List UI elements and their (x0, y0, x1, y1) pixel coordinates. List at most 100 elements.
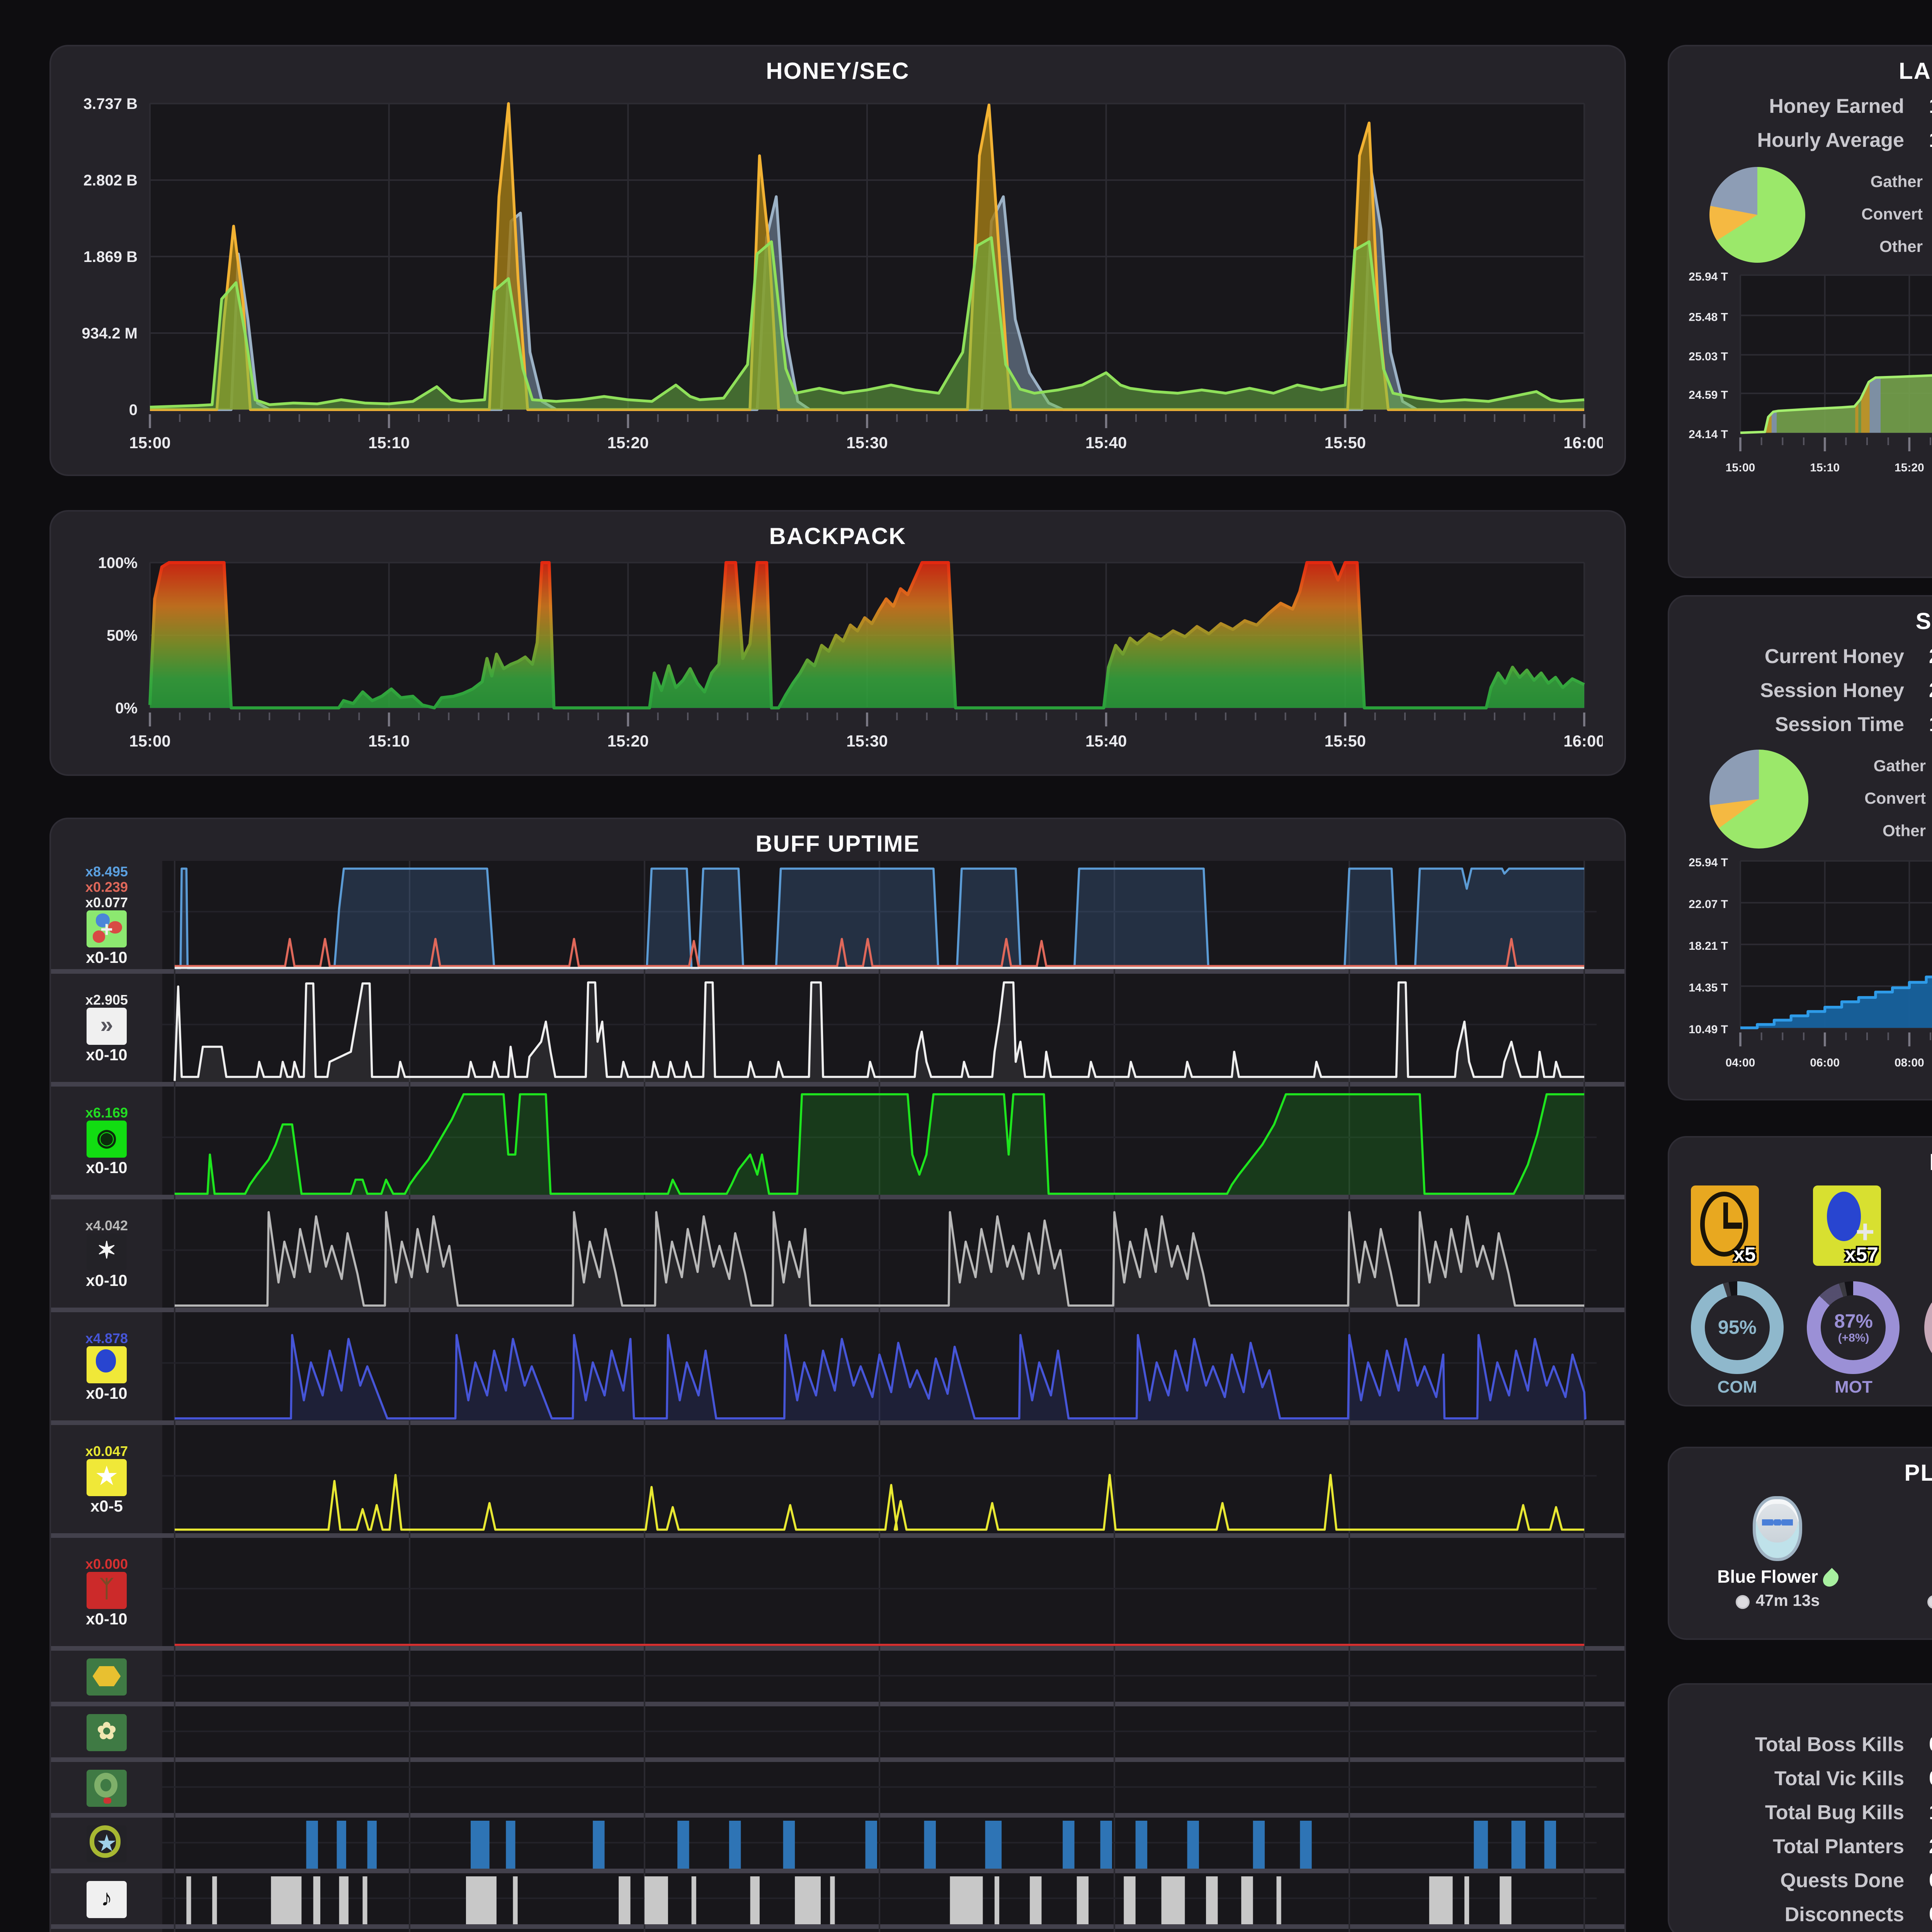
buff-count-badge: x5 (1733, 1243, 1756, 1266)
focus-icon: ◉ (87, 1120, 127, 1157)
buff-row-bear-morph: ᴥ (51, 1929, 1624, 1932)
star-icon: ★ (87, 1458, 127, 1495)
buff-multiplier-label: x0.047 (85, 1443, 128, 1458)
session-panel: SESSION Current Honey 25.94 T Session Hone… (1668, 595, 1932, 1100)
planter-name: Blue Flower (1717, 1569, 1818, 1587)
mixed-boost-icon-column: x8.495 x0.239 x0.077 + x0-10 (51, 861, 162, 969)
activity-pie-chart (1709, 750, 1808, 849)
bear-morph-icon-column: ᴥ (51, 1929, 162, 1932)
mixed-boost-icon: + (87, 910, 127, 947)
haste-icon-column: x2.905» x0-10 (51, 974, 162, 1082)
stat-row: Total Bug Kills175▲ 12 (1669, 1794, 1932, 1828)
stat-value: 0 (1929, 1868, 1932, 1891)
blue-boost-icon (87, 1345, 127, 1383)
focus-icon-column: x6.169 ◉ x0-10 (51, 1087, 162, 1195)
blue-boost-icon-column: x4.878 x0-10 (51, 1312, 162, 1420)
planters-panel: PLANTERS Blue Flower 47m 13s ▲▲Rose47m 13s… (1668, 1447, 1932, 1640)
svg-text:18.21 T: 18.21 T (1689, 940, 1728, 952)
svg-text:04:00: 04:00 (1726, 1056, 1755, 1069)
svg-text:0: 0 (129, 401, 138, 418)
honey-flag-icon (87, 1658, 127, 1695)
stopwatch-icon (1928, 1594, 1932, 1608)
session-pie-block: Gather12:03:1265% Convert01:34:118% Other0… (1669, 740, 1932, 852)
svg-text:934.2 M: 934.2 M (82, 325, 138, 342)
pop-star-icon: ✶ (87, 1233, 127, 1270)
stat-label: Total Boss Kills (1755, 1732, 1904, 1755)
buff-row-honey-flag (51, 1651, 1624, 1706)
buff-row-haste: x2.905» x0-10 (51, 974, 1624, 1087)
pie-legend: Gather12:03:1265% Convert01:34:118% Other0… (1830, 750, 1932, 848)
backpack-panel: BACKPACK 0% 50% 100% 15:00 15:10 15:20 15:30 15… (49, 510, 1626, 776)
star-badge-icon-column: ★ (51, 1818, 162, 1869)
melody-icon-column: ♪ (51, 1873, 162, 1924)
buff-row-star-badge: ★ (51, 1818, 1624, 1873)
svg-text:15:40: 15:40 (1085, 434, 1127, 452)
stat-label: Quests Done (1780, 1868, 1904, 1891)
activity-pie-chart (1709, 166, 1805, 262)
flower-flag-icon-column: ✿ (51, 1706, 162, 1757)
wreath-uptime-plot (162, 1762, 1624, 1818)
stat-value: 0 (1929, 1902, 1932, 1925)
svg-text:15:00: 15:00 (129, 732, 170, 750)
stat-row: Hourly Average1.284 T(+3%) (1669, 122, 1932, 156)
buff-range-label: x0-10 (86, 1046, 128, 1064)
legend-row-gather: Gather00:39:5366% (1870, 172, 1923, 191)
svg-text:15:20: 15:20 (1895, 461, 1924, 474)
buffs-panel: BUFFS x5+x57x6.00≈x0x2 95%COM87%(+8%)MOT… (1668, 1136, 1932, 1406)
gauge-com: 95% COM (1688, 1281, 1787, 1397)
buff-multiplier-label: x6.169 (85, 1104, 128, 1120)
svg-text:25.03 T: 25.03 T (1689, 350, 1728, 363)
wreath-icon-column (51, 1762, 162, 1813)
stat-value: 18:34:24 (1929, 712, 1932, 735)
melody-icon: ♪ (87, 1880, 127, 1917)
stat-value: 175 (1929, 1800, 1932, 1823)
legend-row-convert: Convert01:34:118% (1864, 790, 1926, 808)
session-title: SESSION (1915, 609, 1932, 635)
stats-title: STATS (1669, 1697, 1932, 1723)
buff-multiplier-label: x0.000 (85, 1556, 128, 1571)
buff-row-focus: x6.169 ◉ x0-10 (51, 1087, 1624, 1199)
buff-count-badge: x57 (1845, 1243, 1878, 1266)
planter-timer: 47m 13s (1755, 1592, 1820, 1611)
svg-text:25.94 T: 25.94 T (1689, 270, 1728, 283)
mot-donut-chart: 87% (+8%) (1807, 1281, 1900, 1374)
svg-text:2.802 B: 2.802 B (83, 172, 138, 189)
pop-star-icon-column: x4.042 ✶ x0-10 (51, 1199, 162, 1308)
flower-flag-uptime-plot (162, 1706, 1624, 1762)
buff-panel-title: BUFF UPTIME (755, 832, 920, 858)
blue-vase-icon (1753, 1496, 1803, 1561)
buff-multiplier-label: x2.905 (85, 992, 128, 1007)
svg-text:15:50: 15:50 (1325, 732, 1366, 750)
backpack-chart: 0% 50% 100% 15:00 15:10 15:20 15:30 15:40 15:50 1… (51, 553, 1624, 773)
buff-gauges: 95%COM87%(+8%)MOT84%(+7%)SAT82%(+8%)REF9… (1669, 1269, 1932, 1397)
last-hour-pie-block: Gather00:39:5366% Convert00:07:0112% Other… (1669, 156, 1932, 266)
buff-range-label: x0-10 (86, 948, 128, 967)
svg-text:15:00: 15:00 (129, 434, 170, 452)
buffs-title: BUFFS (1669, 1150, 1932, 1176)
svg-text:1.869 B: 1.869 B (83, 248, 138, 265)
haste-uptime-plot (162, 974, 1624, 1087)
buff-multiplier-label: x4.042 (85, 1217, 128, 1233)
svg-text:15:20: 15:20 (607, 434, 649, 452)
svg-text:15:10: 15:10 (1810, 461, 1840, 474)
svg-text:24.14 T: 24.14 T (1689, 428, 1728, 441)
stat-value: 23.85 T (1929, 678, 1932, 701)
blue-boost-uptime-plot (162, 1312, 1624, 1425)
stat-row: Disconnects0▬ (1669, 1896, 1932, 1930)
last-hour-title: LAST HOUR (1899, 59, 1932, 85)
svg-text:22.07 T: 22.07 T (1689, 898, 1728, 911)
last-hour-panel: LAST HOUR Honey Earned1.792 T▲Hourly Ave… (1668, 45, 1932, 578)
mixed-boost-uptime-plot (162, 861, 1624, 974)
legend-row-other: Other00:13:0622% (1879, 237, 1923, 256)
svg-text:15:20: 15:20 (607, 732, 649, 750)
backpack-panel-title: BACKPACK (769, 524, 906, 550)
stat-row: Session Time 18:34:24 (1669, 706, 1932, 740)
wreath-icon (87, 1769, 127, 1806)
svg-text:14.35 T: 14.35 T (1689, 981, 1728, 994)
planter-blue-flower: Blue Flower 47m 13s (1693, 1496, 1863, 1615)
gauge-sat: 84%(+7%)SAT (1920, 1281, 1932, 1397)
gauge-mot: 87% (+8%) MOT (1804, 1281, 1903, 1397)
clock-icon: x5 (1691, 1185, 1759, 1266)
buff-row-pop-star: x4.042 ✶ x0-10 (51, 1199, 1624, 1312)
